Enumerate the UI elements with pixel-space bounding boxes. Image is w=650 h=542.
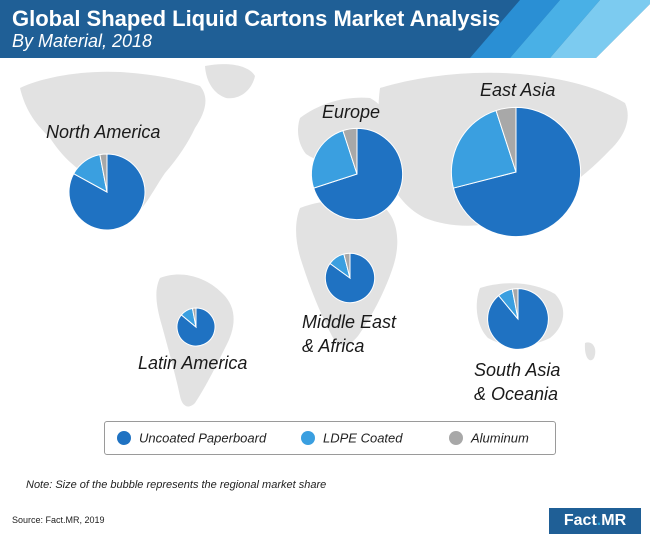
chart-legend: Uncoated Paperboard LDPE Coated Aluminum xyxy=(104,421,556,455)
slice-aluminum xyxy=(343,252,351,279)
legend-swatch xyxy=(301,430,315,445)
header-banner: Global Shaped Liquid Cartons Market Anal… xyxy=(0,0,650,58)
legend-item-uncoated-paperboard: Uncoated Paperboard xyxy=(117,429,266,447)
legend-swatch xyxy=(117,430,131,445)
region-labels: North America Europe East Asia Latin Americ… xyxy=(46,80,560,404)
slice-ldpe-coated xyxy=(450,109,517,189)
map-north-america xyxy=(20,71,206,211)
slice-aluminum xyxy=(495,106,517,173)
region-label-europe: Europe xyxy=(322,102,380,122)
pie-south-asia-oceania xyxy=(487,288,549,350)
pie-east-asia xyxy=(450,106,582,238)
region-label-latin-america: Latin America xyxy=(138,353,247,373)
bubble-pie-map-chart: North America Europe East Asia Latin Americ… xyxy=(20,64,628,407)
region-label-north-america: North America xyxy=(46,122,160,142)
slice-ldpe-coated xyxy=(310,130,358,189)
slice-aluminum xyxy=(511,288,519,320)
chart-note: Note: Size of the bubble represents the … xyxy=(26,479,327,491)
slice-aluminum xyxy=(99,153,108,193)
slice-aluminum xyxy=(191,307,197,328)
legend-item-ldpe-coated: LDPE Coated xyxy=(301,429,403,447)
region-bubbles xyxy=(68,106,582,350)
page-title: Global Shaped Liquid Cartons Market Anal… xyxy=(12,6,501,31)
pie-latin-america xyxy=(176,307,216,347)
legend-swatch xyxy=(449,430,463,445)
pie-north-america xyxy=(68,153,146,231)
map-new-zealand xyxy=(584,342,596,361)
legend-item-aluminum: Aluminum xyxy=(449,429,529,447)
slice-aluminum xyxy=(342,127,358,175)
slice-uncoated-paperboard xyxy=(452,106,582,238)
legend-label: Aluminum xyxy=(471,430,529,446)
factmr-logo: Fact.MR xyxy=(549,508,641,534)
legend-label: LDPE Coated xyxy=(323,430,403,446)
pie-middle-east-africa xyxy=(324,252,376,304)
slice-uncoated-paperboard xyxy=(313,127,404,221)
region-label-east-asia: East Asia xyxy=(480,80,555,100)
legend-label: Uncoated Paperboard xyxy=(139,430,267,446)
pie-europe xyxy=(310,127,404,221)
map-greenland xyxy=(205,64,255,99)
region-label-middle-east-africa: Middle East & Africa xyxy=(302,312,397,356)
banner-stripes-decoration xyxy=(470,0,650,58)
source-citation: Source: Fact.MR, 2019 xyxy=(12,515,105,525)
region-label-south-asia-oceania: South Asia & Oceania xyxy=(474,360,560,404)
slice-uncoated-paperboard xyxy=(68,153,146,231)
page-subtitle: By Material, 2018 xyxy=(12,31,153,51)
